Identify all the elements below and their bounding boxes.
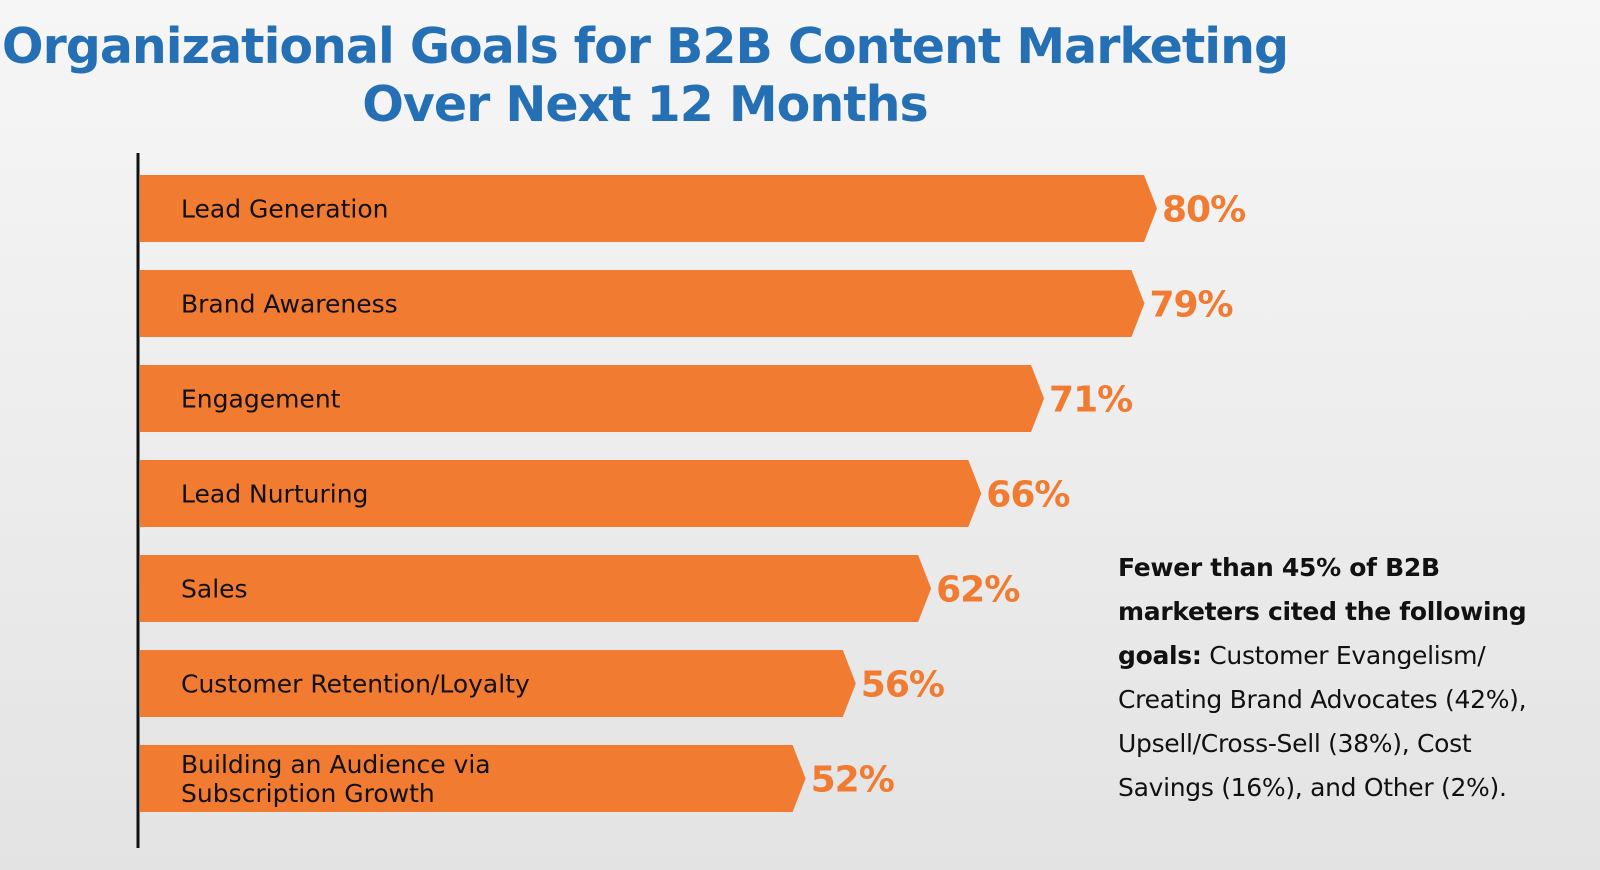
bar-5 <box>140 555 932 622</box>
bar-3 <box>140 365 1045 432</box>
bar-2 <box>140 270 1145 337</box>
bar-6-value-label: 56% <box>861 665 944 706</box>
footnote: Fewer than 45% of B2B marketers cited th… <box>1118 546 1558 810</box>
bar-1-value-label: 80% <box>1162 190 1245 231</box>
bar-7-category-label-line-2: Subscription Growth <box>181 779 435 808</box>
chart-title-line-2: Over Next 12 Months <box>362 76 928 133</box>
bar-5-value-label: 62% <box>936 570 1019 611</box>
bar-7 <box>140 745 806 812</box>
bar-3-category-label: Engagement <box>181 385 341 414</box>
bar-4-category-label: Lead Nurturing <box>181 480 368 509</box>
bar-6-category-label: Customer Retention/Loyalty <box>181 670 530 699</box>
bar-1-category-label: Lead Generation <box>181 195 388 224</box>
bar-4-value-label: 66% <box>986 475 1069 516</box>
bar-2-category-label: Brand Awareness <box>181 290 398 319</box>
footnote-bold: Fewer than 45% of B2B marketers cited th… <box>1118 553 1527 670</box>
bar-4 <box>140 460 982 527</box>
footnote-text: Customer Evangelism/ Creating Brand Advo… <box>1118 641 1527 802</box>
bar-1 <box>140 175 1157 242</box>
bar-6 <box>140 650 856 717</box>
bar-7-value-label: 52% <box>811 760 894 801</box>
chart-title-line-1: Organizational Goals for B2B Content Mar… <box>1 18 1289 75</box>
chart-title: Organizational Goals for B2B Content Mar… <box>0 18 1290 134</box>
bar-7-category-label-line-1: Building an Audience via <box>181 750 491 779</box>
bar-5-category-label: Sales <box>181 575 248 604</box>
bar-3-value-label: 71% <box>1049 380 1132 421</box>
bar-2-value-label: 79% <box>1149 285 1232 326</box>
